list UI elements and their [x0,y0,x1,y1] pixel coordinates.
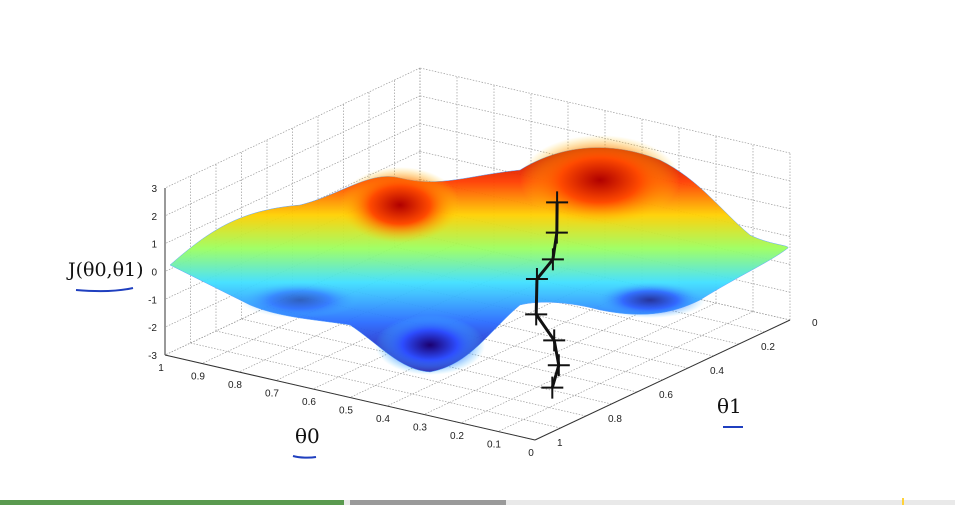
x-tick-label: 0.6 [302,397,316,408]
x-tick-label: 0.7 [265,389,279,400]
progress-marker [902,498,904,505]
side-wall-grid-line [164,206,421,328]
z-label-underline [75,287,134,293]
descent-step-marker [545,221,568,244]
progress-played [0,500,344,505]
floor-grid-line [238,251,495,373]
x-tick-label: 0.8 [228,380,242,391]
floor-grid-line [497,311,754,432]
axis-ticks: 1 0.9 0.8 0.7 0.6 0.5 0.4 0.3 0.2 0.1 0 0 0.2 0.4 0.6 0… [148,184,818,459]
y-axis-line [534,319,791,441]
y-tick-label: 0.8 [608,414,622,425]
floor-grid-line [423,294,680,415]
x-tick-label: 0.5 [339,406,353,417]
video-progress-bar[interactable] [0,498,955,505]
descent-step-marker [546,191,569,214]
cost-surface [169,135,789,375]
z-axis-label: J(θ0,θ1) [66,259,144,281]
floor-grid-line [349,277,606,398]
side-wall-grid-line [164,234,421,356]
x-tick-label: 0 [528,448,534,459]
valley-right [595,282,705,318]
back-wall-grid-line [419,67,791,154]
descent-step-marker [543,329,566,352]
progress-buffered [349,500,507,505]
peak-left [340,167,460,243]
valley-left [240,282,360,318]
x-label-underline [292,455,317,459]
descent-step-marker [525,303,548,326]
floor-grid-line [312,268,569,390]
side-wall-grid-line [164,95,421,217]
x-tick-label: 0.3 [413,423,427,434]
z-tick-label: -1 [148,295,157,306]
y-tick-label: 1 [557,438,563,449]
x-axis-line [164,354,536,441]
descent-step-marker [541,376,564,399]
peak-right [520,135,680,225]
valley-front [375,315,485,375]
x-tick-label: 0.4 [376,414,390,425]
gradient-descent-path [525,191,570,399]
y-tick-label: 0.4 [710,366,724,377]
y-tick-label: 0 [812,318,818,329]
floor-grid-line [460,302,717,424]
z-tick-label: -2 [148,323,157,334]
z-tick-label: -3 [148,351,157,362]
x-tick-label: 0.9 [191,372,205,383]
x-axis-label: θ0 [295,424,320,448]
floor-grid-line [201,243,458,364]
x-tick-label: 0.2 [450,431,464,442]
x-tick-label: 1 [158,363,164,374]
floor-grid-line [275,260,532,381]
floor-grid-line [386,285,643,407]
floor-grid-line [190,342,561,429]
descent-step-marker [525,268,548,290]
y-axis-label: θ1 [717,394,742,418]
y-tick-label: 0.2 [761,342,775,353]
descent-step-marker [541,248,564,271]
z-tick-label: 1 [151,240,157,251]
y-tick-label: 0.6 [659,390,673,401]
z-tick-label: 0 [151,268,157,279]
z-tick-label: 3 [151,184,157,195]
x-tick-label: 0.1 [487,440,501,451]
floor-grid-line [215,330,587,417]
side-wall-grid-line [164,123,421,244]
descent-step-marker [547,354,570,377]
side-wall-grid-line [164,67,421,189]
z-tick-label: 2 [151,212,157,223]
